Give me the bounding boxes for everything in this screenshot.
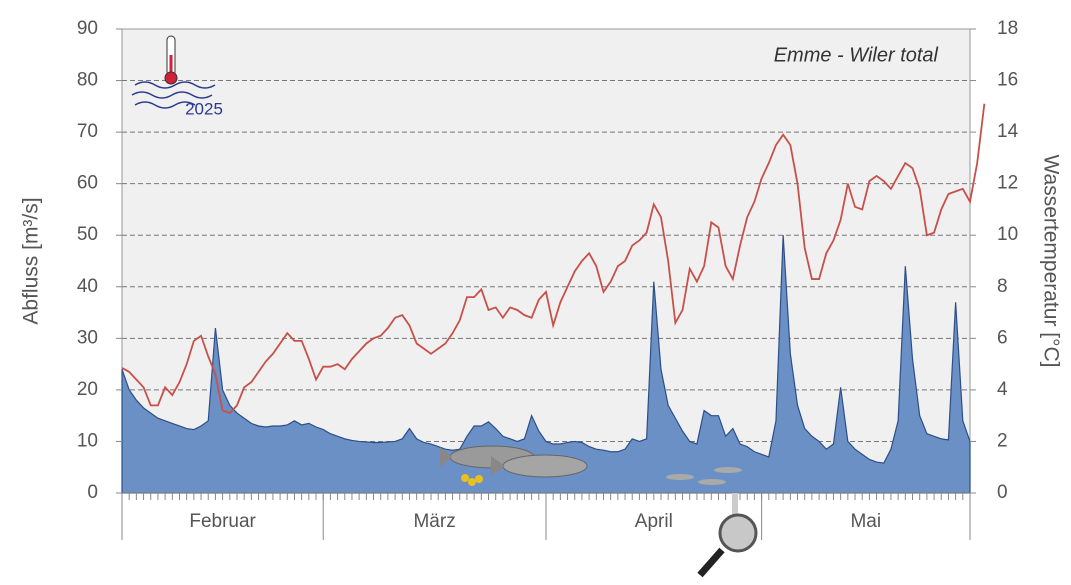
y-tick-label: 0 xyxy=(87,482,98,503)
y2-tick-label: 0 xyxy=(997,482,1008,503)
y-tick-label: 30 xyxy=(77,327,98,348)
y2-tick-label: 4 xyxy=(997,379,1008,400)
month-label: Februar xyxy=(189,511,256,532)
month-label: April xyxy=(635,511,673,532)
discharge-area xyxy=(121,235,971,494)
temperature-line xyxy=(121,103,986,415)
magnifier-icon xyxy=(697,493,758,578)
month-label: Mai xyxy=(850,511,881,532)
chart-title: Emme - Wiler total xyxy=(774,44,939,66)
y2-tick-label: 8 xyxy=(997,276,1008,297)
axes: 0 10 20 30 40 50 60 70 80 90 0 2 4 6 8 10 12 14 16 18 Februa… xyxy=(77,18,1019,540)
y-tick-label: 90 xyxy=(77,18,98,39)
y-tick-label: 80 xyxy=(77,70,98,91)
y-axis-label: Abfluss [m³/s] xyxy=(20,197,43,324)
y2-tick-label: 6 xyxy=(997,327,1008,348)
y-tick-label: 40 xyxy=(77,276,98,297)
y2-tick-label: 2 xyxy=(997,430,1008,451)
y-tick-label: 60 xyxy=(77,173,98,194)
y-tick-label: 70 xyxy=(77,121,98,142)
y-tick-label: 10 xyxy=(77,430,98,451)
badge-year: 2025 xyxy=(185,99,223,118)
thermometer-icon xyxy=(131,35,216,109)
plot-area xyxy=(121,28,971,494)
y2-tick-label: 14 xyxy=(997,121,1019,142)
y2-tick-label: 12 xyxy=(997,173,1018,194)
y2-tick-label: 16 xyxy=(997,70,1018,91)
month-label: März xyxy=(413,511,455,532)
y2-axis-label: Wassertemperatur [°C] xyxy=(1039,154,1062,367)
fish-decoration xyxy=(440,445,742,486)
y-tick-label: 50 xyxy=(77,224,98,245)
y-tick-label: 20 xyxy=(77,379,98,400)
marks xyxy=(121,103,986,494)
y2-tick-label: 18 xyxy=(997,18,1018,39)
y2-tick-label: 10 xyxy=(997,224,1018,245)
